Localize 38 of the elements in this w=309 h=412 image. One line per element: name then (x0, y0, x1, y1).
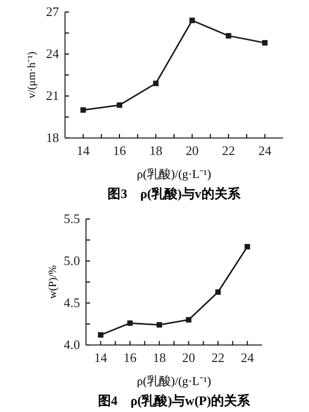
point (262, 40, 268, 46)
point (153, 80, 159, 86)
y-tick-label: 21 (46, 88, 59, 104)
x-tick-label: 22 (222, 143, 235, 158)
y-axis-title: w(P)/% (47, 265, 59, 299)
y-tick-label: 4.5 (64, 295, 80, 310)
point (189, 18, 195, 24)
x-tick-label: 18 (152, 350, 166, 366)
y-tick-label: 4.0 (64, 337, 80, 352)
point (244, 244, 250, 250)
text: 图4 ρ(乳酸)与w(P)的关系 (98, 393, 252, 408)
x-tick-label: 20 (186, 143, 199, 158)
point (186, 317, 192, 323)
y-tick-label: 27 (46, 4, 60, 20)
x-axis-title: ρ(乳酸)/(g·L⁻¹) (136, 167, 212, 181)
point (80, 107, 86, 113)
point (127, 320, 133, 326)
point (116, 102, 122, 108)
y-axis-title: v/(μm·h⁻¹) (26, 51, 38, 98)
text: 图3 ρ(乳酸)与v的关系 (108, 186, 242, 201)
x-axis-title: ρ(乳酸)/(g·L⁻¹) (136, 374, 212, 388)
point (226, 33, 232, 39)
x-tick-label: 20 (182, 350, 196, 366)
point (98, 332, 104, 338)
x-tick-label: 18 (149, 143, 162, 158)
y-tick-label: 24 (46, 46, 60, 62)
x-tick-label: 24 (258, 143, 272, 158)
x-tick-label: 24 (240, 350, 254, 366)
x-tick-label: 14 (76, 143, 90, 158)
y-tick-label: 5.0 (64, 253, 80, 268)
point (156, 322, 162, 328)
x-tick-label: 14 (94, 350, 108, 366)
x-tick-label: 16 (124, 350, 137, 366)
point (215, 289, 221, 295)
x-tick-label: 22 (212, 350, 224, 366)
y-tick-label: 5.5 (64, 211, 80, 226)
x-tick-label: 16 (113, 143, 126, 158)
y-tick-label: 18 (46, 130, 59, 146)
